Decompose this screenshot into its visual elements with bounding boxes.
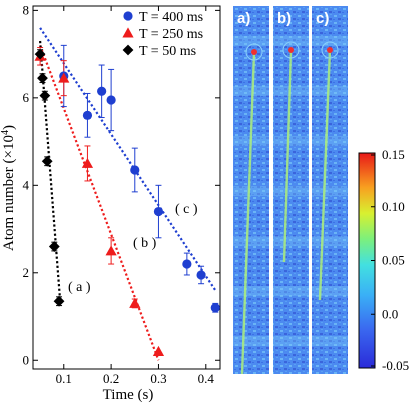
data-point [48, 241, 60, 252]
panel-band [233, 186, 269, 196]
y-axis-label-close: ) [1, 125, 17, 130]
panel-band [273, 286, 309, 296]
panel-band [273, 186, 309, 196]
panel-band [273, 336, 309, 346]
plot-frame [32, 5, 221, 370]
source-ring [321, 41, 339, 59]
y-tick-label: 2 [23, 265, 30, 280]
data-point [106, 95, 116, 105]
fit-lines [39, 27, 217, 361]
data-point [37, 72, 48, 84]
colorbar-tick-label: 0.05 [382, 253, 405, 268]
panel-band [233, 86, 269, 96]
panel-band [312, 336, 348, 346]
panel-band [312, 36, 348, 46]
panel-band [312, 136, 348, 146]
panel-band [233, 336, 269, 346]
fit-label: ( c ) [175, 202, 198, 217]
beam-streak [318, 49, 332, 301]
data-point [130, 165, 140, 175]
source-spot [251, 49, 257, 55]
y-tick-label: 8 [23, 2, 30, 17]
legend-entry: T = 250 ms [139, 27, 203, 42]
panel-band [233, 36, 269, 46]
y-axis-label: Atom number (×104) [0, 125, 17, 251]
panel-band [233, 236, 269, 246]
data-point [97, 86, 107, 96]
legend-marker [122, 44, 134, 56]
y-tick-label: 6 [23, 90, 30, 105]
y-tick-label: 0 [23, 352, 30, 367]
panel-band [312, 236, 348, 246]
data-point [152, 345, 165, 356]
fit-labels: ( c ) ( b ) ( a ) [68, 202, 198, 295]
panel-band [273, 36, 309, 46]
beam-streak [240, 51, 256, 375]
data-points [34, 48, 220, 356]
panel-label: c) [316, 10, 329, 27]
legend-marker [122, 27, 134, 38]
colorbar-ticks: 0.15 0.10 0.05 0.0 -0.05 [371, 147, 409, 373]
data-point [210, 303, 220, 313]
panel-band [312, 286, 348, 296]
data-point [81, 157, 94, 168]
panel-image [233, 6, 269, 374]
source-ring [245, 43, 263, 61]
panel-band [273, 236, 309, 246]
beam-streak [282, 49, 293, 263]
panel-band [273, 136, 309, 146]
data-point [196, 270, 206, 280]
source-ring [282, 41, 300, 59]
x-tick-label: 0.3 [150, 371, 166, 386]
data-point [129, 297, 141, 308]
fit-line [39, 44, 160, 361]
legend: T = 400 ms T = 250 ms T = 50 ms [122, 10, 203, 59]
colorbar: 0.15 0.10 0.05 0.0 -0.05 [358, 147, 409, 373]
image-panel: b) [273, 6, 309, 374]
data-point [39, 90, 51, 102]
panel-band [233, 286, 269, 296]
fit-line [39, 27, 217, 291]
image-panel: a) [233, 6, 269, 375]
legend-marker [123, 11, 133, 21]
data-point [105, 245, 117, 256]
y-tick-label: 4 [23, 177, 30, 192]
legend-entry: T = 400 ms [139, 10, 203, 25]
panel-label: a) [237, 10, 250, 27]
data-point [58, 72, 70, 83]
image-panel: c) [312, 6, 348, 374]
data-point [53, 295, 65, 307]
error-bars [37, 44, 219, 313]
fit-label: ( a ) [68, 280, 91, 295]
x-tick-label: 0.1 [56, 371, 72, 386]
panel-band [312, 86, 348, 96]
data-point [82, 110, 93, 120]
source-spot [327, 47, 333, 53]
x-tick-label: 0.4 [198, 371, 215, 386]
x-tick-label: 0.2 [103, 371, 119, 386]
colorbar-tick-label: -0.05 [382, 358, 409, 373]
panel-label: b) [277, 10, 291, 27]
colorbar-tick-label: 0.15 [382, 147, 405, 162]
data-point [34, 48, 46, 60]
fit-label: ( b ) [133, 236, 157, 251]
panel-band [312, 186, 348, 196]
atom-number-chart: 0.1 0.2 0.3 0.4 0 2 4 6 8 ( c ) ( b ) ( a ) T = 4… [0, 2, 221, 403]
x-ticks: 0.1 0.2 0.3 0.4 [56, 6, 215, 386]
data-point [153, 206, 164, 217]
colorbar-tick-label: 0.0 [382, 306, 398, 321]
source-spot [288, 47, 294, 53]
data-point [182, 259, 192, 269]
y-ticks: 0 2 4 6 8 [23, 2, 220, 367]
y-axis-label-exponent: 4 [0, 130, 11, 135]
colorbar-tick-label: 0.10 [382, 199, 405, 214]
image-panels: a) b) c) [233, 6, 348, 375]
fit-line [39, 40, 62, 300]
legend-entry: T = 50 ms [139, 44, 196, 59]
x-axis-label: Time (s) [103, 387, 154, 403]
data-point [41, 155, 53, 167]
panel-band [273, 86, 309, 96]
